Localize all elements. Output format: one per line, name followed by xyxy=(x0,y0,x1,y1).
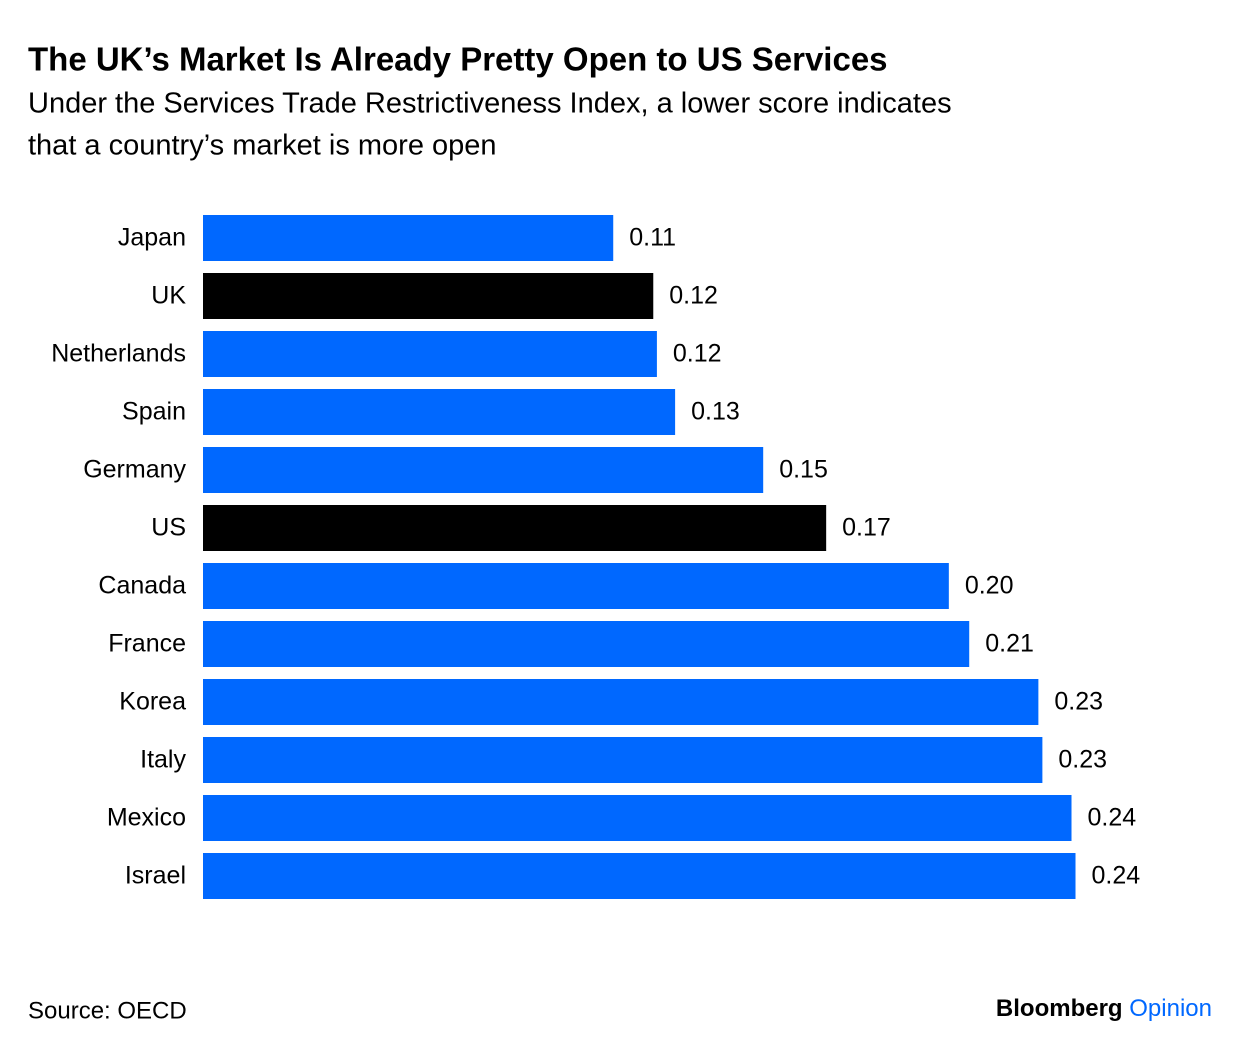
bar xyxy=(203,331,657,377)
y-tick-label: Mexico xyxy=(107,804,186,832)
value-label: 0.21 xyxy=(985,630,1034,658)
value-label: 0.11 xyxy=(629,224,676,252)
value-label: 0.12 xyxy=(673,340,722,368)
y-tick-label: UK xyxy=(151,282,186,310)
bar xyxy=(203,621,970,667)
bar xyxy=(203,679,1039,725)
value-label: 0.15 xyxy=(779,456,828,484)
value-label: 0.23 xyxy=(1054,688,1103,716)
y-tick-label: Canada xyxy=(98,572,186,600)
value-label: 0.24 xyxy=(1088,804,1137,832)
y-tick-label: Spain xyxy=(122,398,186,426)
value-label: 0.23 xyxy=(1058,746,1107,774)
y-tick-label: Japan xyxy=(118,224,186,252)
value-label: 0.13 xyxy=(691,398,740,426)
value-label: 0.24 xyxy=(1092,862,1141,890)
y-tick-label: Israel xyxy=(125,862,186,890)
y-tick-label: France xyxy=(108,630,186,658)
bar xyxy=(203,215,614,261)
bar xyxy=(203,563,949,609)
bar xyxy=(203,389,676,435)
bar xyxy=(203,795,1072,841)
y-tick-label: Netherlands xyxy=(51,340,186,368)
chart-title: The UK’s Market Is Already Pretty Open t… xyxy=(28,41,888,78)
bar xyxy=(203,737,1043,783)
bar xyxy=(203,505,827,551)
value-label: 0.20 xyxy=(965,572,1014,600)
bar xyxy=(203,273,654,319)
bar xyxy=(203,447,764,493)
brand-logo: Bloomberg Opinion xyxy=(996,995,1212,1022)
y-tick-label: Germany xyxy=(83,456,186,484)
y-tick-label: Korea xyxy=(119,688,186,716)
y-tick-label: US xyxy=(151,514,186,542)
brand-name: Bloomberg xyxy=(996,995,1123,1022)
brand-section: Opinion xyxy=(1129,995,1212,1022)
y-tick-label: Italy xyxy=(140,746,186,774)
source-note: Source: OECD xyxy=(28,997,187,1024)
value-label: 0.17 xyxy=(842,514,891,542)
chart-subtitle: that a country’s market is more open xyxy=(28,130,497,162)
value-label: 0.12 xyxy=(669,282,718,310)
bar xyxy=(203,853,1076,899)
chart-subtitle: Under the Services Trade Restrictiveness… xyxy=(28,88,952,120)
